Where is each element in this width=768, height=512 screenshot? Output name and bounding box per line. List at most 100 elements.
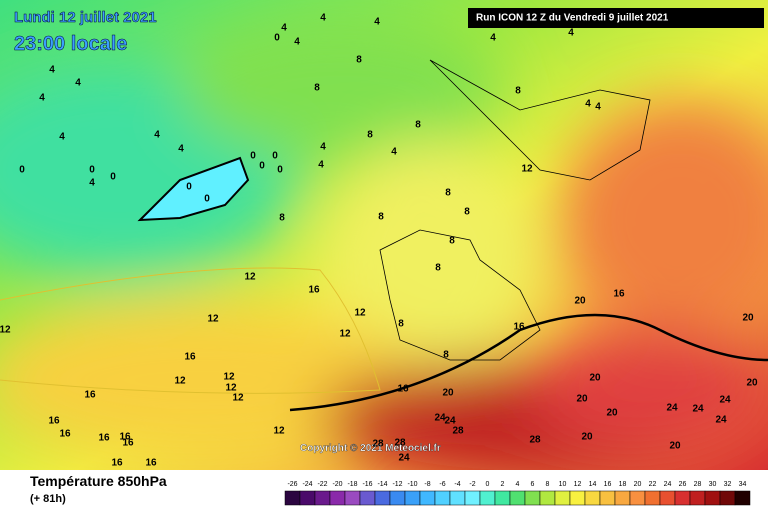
coastlines: [379, 59, 651, 361]
contour-label: 8: [449, 236, 455, 247]
scale-swatch: [284, 490, 301, 506]
scale-swatch: [449, 490, 466, 506]
scale-label: 30: [709, 481, 717, 488]
scale-label: 32: [724, 481, 732, 488]
scale-swatch: [389, 490, 406, 506]
contour-label: 8: [515, 86, 521, 97]
scale-label: -12: [392, 481, 402, 488]
contour-label: 28: [372, 439, 384, 450]
scale-label: 2: [501, 481, 505, 488]
field-blobs: [0, 20, 768, 480]
date: Lundi 12 juillet 2021: [14, 9, 157, 26]
contour-label: 4: [374, 17, 380, 28]
contour-label: 8: [443, 350, 449, 361]
contour-label: 12: [244, 272, 256, 283]
scale-label: -6: [439, 481, 445, 488]
contour-label: 0: [110, 172, 116, 183]
scale-label: 4: [516, 481, 520, 488]
contour-label: 0: [272, 151, 278, 162]
contour-label: 12: [225, 383, 237, 394]
contour-label: 4: [281, 23, 287, 34]
contour-label: 4: [75, 78, 81, 89]
scale-swatch: [494, 490, 511, 506]
contour-label: 16: [84, 390, 96, 401]
run-box: [468, 8, 764, 28]
contour-label: 4: [178, 144, 184, 155]
contour-label: 20: [589, 373, 601, 384]
contour-label: 4: [490, 33, 496, 44]
contour-label: 8: [314, 83, 320, 94]
contour-label: 20: [746, 378, 758, 389]
contour-label: 28: [394, 438, 406, 449]
scale-swatch: [719, 490, 736, 506]
time: 23:00 locale: [14, 33, 127, 55]
contour-label: 12: [354, 308, 366, 319]
scale-label: -26: [287, 481, 297, 488]
contour-label: 8: [367, 130, 373, 141]
contour-label: 16: [145, 458, 157, 469]
scale-label: 10: [559, 481, 567, 488]
isotherm-20: [289, 313, 768, 412]
contour-label: 16: [184, 352, 196, 363]
cold-pool: [137, 156, 250, 222]
contour-label: 4: [294, 37, 300, 48]
contour-label: 16: [613, 289, 625, 300]
contour-label: 28: [452, 426, 464, 437]
contour-label: 28: [529, 435, 541, 446]
contour-label: 8: [415, 120, 421, 131]
run-text: Run ICON 12 Z du Vendredi 9 juillet 2021: [476, 13, 669, 24]
contour-label: 16: [119, 432, 131, 443]
scale-swatch: [674, 490, 691, 506]
isotherm: [0, 267, 381, 394]
scale-label: -14: [377, 481, 387, 488]
contour-label: 20: [574, 296, 586, 307]
contour-label: 16: [48, 416, 60, 427]
scale-label: -8: [424, 481, 430, 488]
scale-label: 14: [589, 481, 597, 488]
scale-swatch: [464, 490, 481, 506]
scale-label: -20: [332, 481, 342, 488]
scale-label: 0: [486, 481, 490, 488]
scale-swatch: [374, 490, 391, 506]
contour-label: 8: [378, 212, 384, 223]
scale-swatch: [689, 490, 706, 506]
contour-label: 0: [186, 182, 192, 193]
scale-label: -16: [362, 481, 372, 488]
scale-label: 24: [664, 481, 672, 488]
scale-label: -18: [347, 481, 357, 488]
contour-label: 0: [259, 161, 265, 172]
contour-label: 24: [715, 415, 727, 426]
contour-label: 20: [581, 432, 593, 443]
contour-label: 8: [398, 319, 404, 330]
contour-label: 12: [232, 393, 244, 404]
contour-label: 16: [122, 438, 134, 449]
contour-label: 12: [174, 376, 186, 387]
lead-time: (+ 81h): [30, 493, 66, 505]
contour-label: 0: [274, 33, 280, 44]
scale-swatch: [614, 490, 631, 506]
scale-label: -22: [317, 481, 327, 488]
contour-label: 8: [356, 55, 362, 66]
scale-swatch: [599, 490, 616, 506]
contour-label: 4: [320, 142, 326, 153]
contour-label: 20: [576, 394, 588, 405]
scale-swatch: [524, 490, 541, 506]
contour-label: 8: [445, 188, 451, 199]
contour-label: 4: [568, 28, 574, 39]
scale-label: 8: [546, 481, 550, 488]
contour-label: 20: [606, 408, 618, 419]
contour-label: 12: [339, 329, 351, 340]
contour-label: 8: [464, 207, 470, 218]
scale-swatch: [359, 490, 376, 506]
scale-swatch: [434, 490, 451, 506]
scale-label: 26: [679, 481, 687, 488]
legend-title: Température 850hPa: [30, 473, 167, 489]
scale-swatch: [479, 490, 496, 506]
contour-label: 12: [521, 164, 533, 175]
contour-label: 4: [39, 93, 45, 104]
contour-label: 4: [595, 102, 601, 113]
contour-label: 24: [692, 404, 704, 415]
contour-label: 0: [250, 151, 256, 162]
